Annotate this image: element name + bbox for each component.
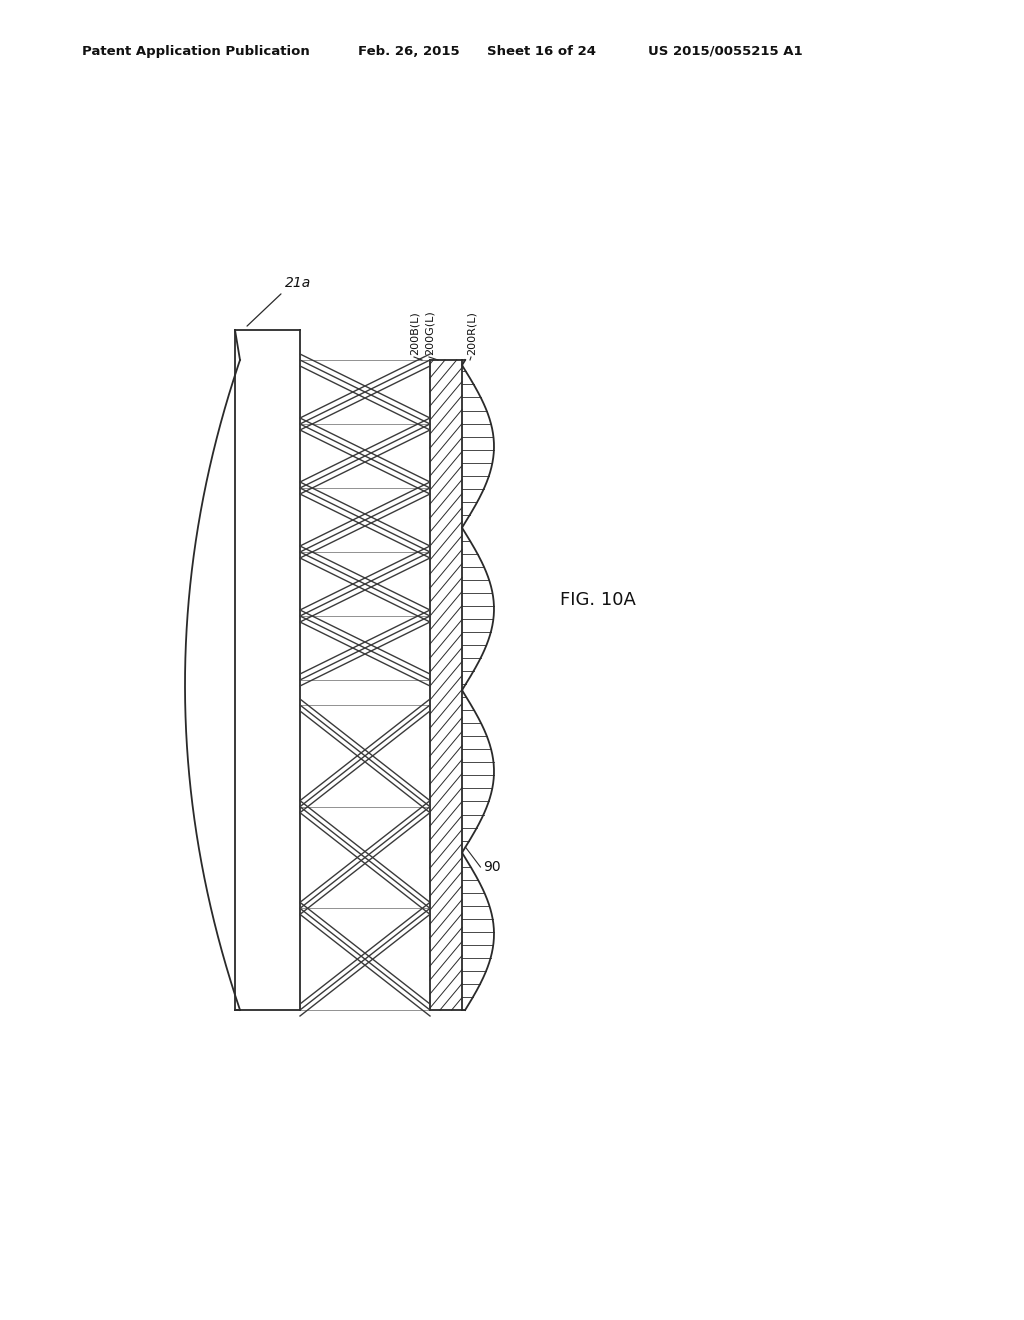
Text: FIG. 10A: FIG. 10A xyxy=(560,591,636,609)
Text: 90: 90 xyxy=(483,861,501,874)
Text: Sheet 16 of 24: Sheet 16 of 24 xyxy=(487,45,596,58)
Text: 200R(L): 200R(L) xyxy=(467,312,477,355)
Text: 21a: 21a xyxy=(285,276,311,290)
Text: Patent Application Publication: Patent Application Publication xyxy=(82,45,309,58)
Text: 200B(L): 200B(L) xyxy=(410,312,420,355)
Text: US 2015/0055215 A1: US 2015/0055215 A1 xyxy=(648,45,803,58)
Text: Feb. 26, 2015: Feb. 26, 2015 xyxy=(358,45,460,58)
Text: 200G(L): 200G(L) xyxy=(425,310,435,355)
